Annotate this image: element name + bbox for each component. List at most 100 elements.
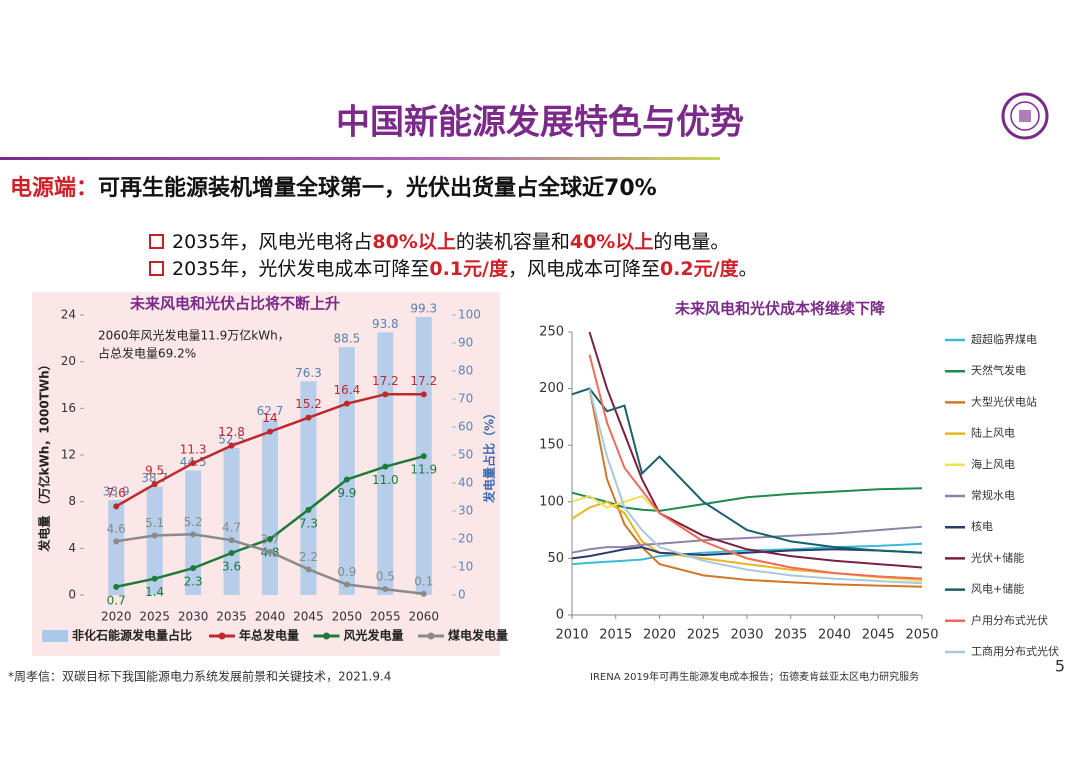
point-label: 16.4	[334, 383, 361, 397]
series-point	[113, 503, 120, 510]
y2-tick-label: 80	[458, 364, 473, 378]
legend-label: 风光发电量	[344, 628, 404, 643]
point-label: 1.4	[145, 585, 164, 599]
point-label: 0.7	[107, 593, 126, 607]
legend-label: 煤电发电量	[448, 628, 508, 643]
y-tick-label: 24	[61, 308, 76, 322]
y2-tick-label: 20	[458, 532, 473, 546]
bullet-marker	[149, 261, 164, 276]
bullet-part: 2035年，风电光电将占	[172, 231, 372, 253]
legend-label: 超超临界煤电	[971, 332, 1037, 346]
slide-title: 中国新能源发展特色与优势	[336, 103, 744, 143]
series-point	[190, 460, 197, 467]
point-label: 4.6	[107, 522, 126, 536]
point-label: 4.7	[222, 521, 241, 535]
chart-title: 未来风电和光伏占比将不断上升	[129, 295, 340, 313]
x-tick-label: 2020	[101, 610, 132, 624]
series-point	[343, 400, 350, 407]
x-tick-label: 2010	[555, 628, 588, 643]
x-tick-label: 2035	[774, 628, 807, 643]
point-label: 0.5	[376, 570, 395, 584]
series-point	[190, 531, 197, 538]
bullet-emphasis: 0.2元/度	[660, 257, 740, 280]
y2-tick-label: 70	[458, 392, 473, 406]
x-tick-label: 2020	[643, 628, 676, 643]
legend-swatch	[42, 630, 68, 642]
y-tick-label: 150	[539, 438, 564, 453]
legend-swatch-dot	[218, 632, 226, 640]
chart-title: 未来风电和光伏成本将继续下降	[674, 300, 886, 318]
footnote-right: IRENA 2019年可再生能源发电成本报告；伍德麦肯兹亚太区电力研究服务	[590, 670, 919, 683]
series-point	[343, 581, 350, 588]
point-label: 0.1	[414, 574, 433, 588]
x-tick-label: 2030	[730, 628, 763, 643]
series-point	[113, 583, 120, 590]
series-point	[113, 538, 120, 545]
y-tick-label: 100	[539, 494, 564, 509]
footnote-left: *周孝信：双碳目标下我国能源电力系统发展前景和关键技术，2021.9.4	[8, 669, 391, 684]
bullet-emphasis: 40%以上	[570, 231, 653, 253]
y2-tick-label: 40	[458, 476, 473, 490]
bar	[338, 347, 355, 595]
legend-label: 非化石能源发电量占比	[72, 628, 192, 643]
x-tick-label: 2060	[409, 610, 440, 624]
series-line	[588, 354, 923, 580]
bar-value-label: 88.5	[334, 332, 361, 346]
series-line	[571, 387, 923, 554]
legend-label: 常规水电	[971, 488, 1015, 502]
y2-tick-label: 90	[458, 336, 473, 350]
point-label: 17.2	[410, 374, 437, 388]
y-tick-label: 250	[539, 325, 564, 340]
bullet-emphasis: 0.1元/度	[429, 257, 509, 280]
bullet-marker	[149, 234, 164, 249]
point-label: 12.8	[218, 425, 245, 439]
series-point	[267, 548, 273, 555]
series-point	[382, 586, 389, 593]
point-label: 11.0	[372, 473, 399, 487]
y2-tick-label: 10	[458, 560, 473, 574]
series-point	[228, 442, 235, 449]
y-tick-label: 12	[61, 448, 76, 462]
series-point	[305, 506, 312, 513]
series-line	[571, 487, 923, 512]
bullet-part: 的电量。	[653, 231, 729, 253]
bullet-text: 2035年，光伏发电成本可降至0.1元/度，风电成本可降至0.2元/度。	[172, 257, 758, 280]
bar	[262, 419, 278, 595]
point-label: 2.2	[299, 550, 318, 564]
bar-value-label: 62.7	[257, 404, 284, 418]
series-point	[305, 414, 312, 421]
series-point	[382, 391, 389, 398]
bar-value-label: 93.8	[372, 317, 399, 331]
point-label: 5.1	[145, 516, 164, 530]
bullet-part: ，风电成本可降至	[508, 258, 660, 280]
point-label: 0.9	[337, 565, 356, 579]
point-label: 15.2	[295, 397, 322, 411]
bar-value-label: 33.9	[103, 485, 130, 499]
legend-label: 年总发电量	[239, 628, 299, 643]
series-point	[420, 590, 427, 597]
legend-label: 风电+储能	[971, 582, 1024, 596]
series-point	[267, 428, 273, 435]
series-point	[151, 481, 158, 488]
y-tick-label: 20	[61, 354, 76, 368]
x-tick-label: 2040	[255, 610, 286, 624]
series-point	[228, 550, 235, 556]
series-point	[343, 476, 350, 483]
y2-tick-label: 50	[458, 448, 473, 462]
bar-value-label: 99.3	[410, 301, 437, 315]
legend-swatch-dot	[427, 632, 435, 640]
point-label: 7.6	[107, 486, 126, 500]
x-tick-label: 2030	[178, 610, 209, 624]
bar-value-label: 76.3	[295, 366, 322, 380]
point-label: 11.3	[180, 443, 207, 457]
legend-label: 工商用分布式光伏	[971, 644, 1059, 658]
legend-label: 光伏+储能	[971, 550, 1024, 564]
x-tick-label: 2025	[687, 628, 720, 643]
bar	[108, 500, 125, 595]
series-line	[571, 500, 923, 580]
legend-label: 海上风电	[971, 457, 1015, 471]
legend-swatch-dot	[323, 632, 330, 640]
legend-label: 核电	[971, 519, 993, 533]
series-point	[267, 536, 273, 542]
